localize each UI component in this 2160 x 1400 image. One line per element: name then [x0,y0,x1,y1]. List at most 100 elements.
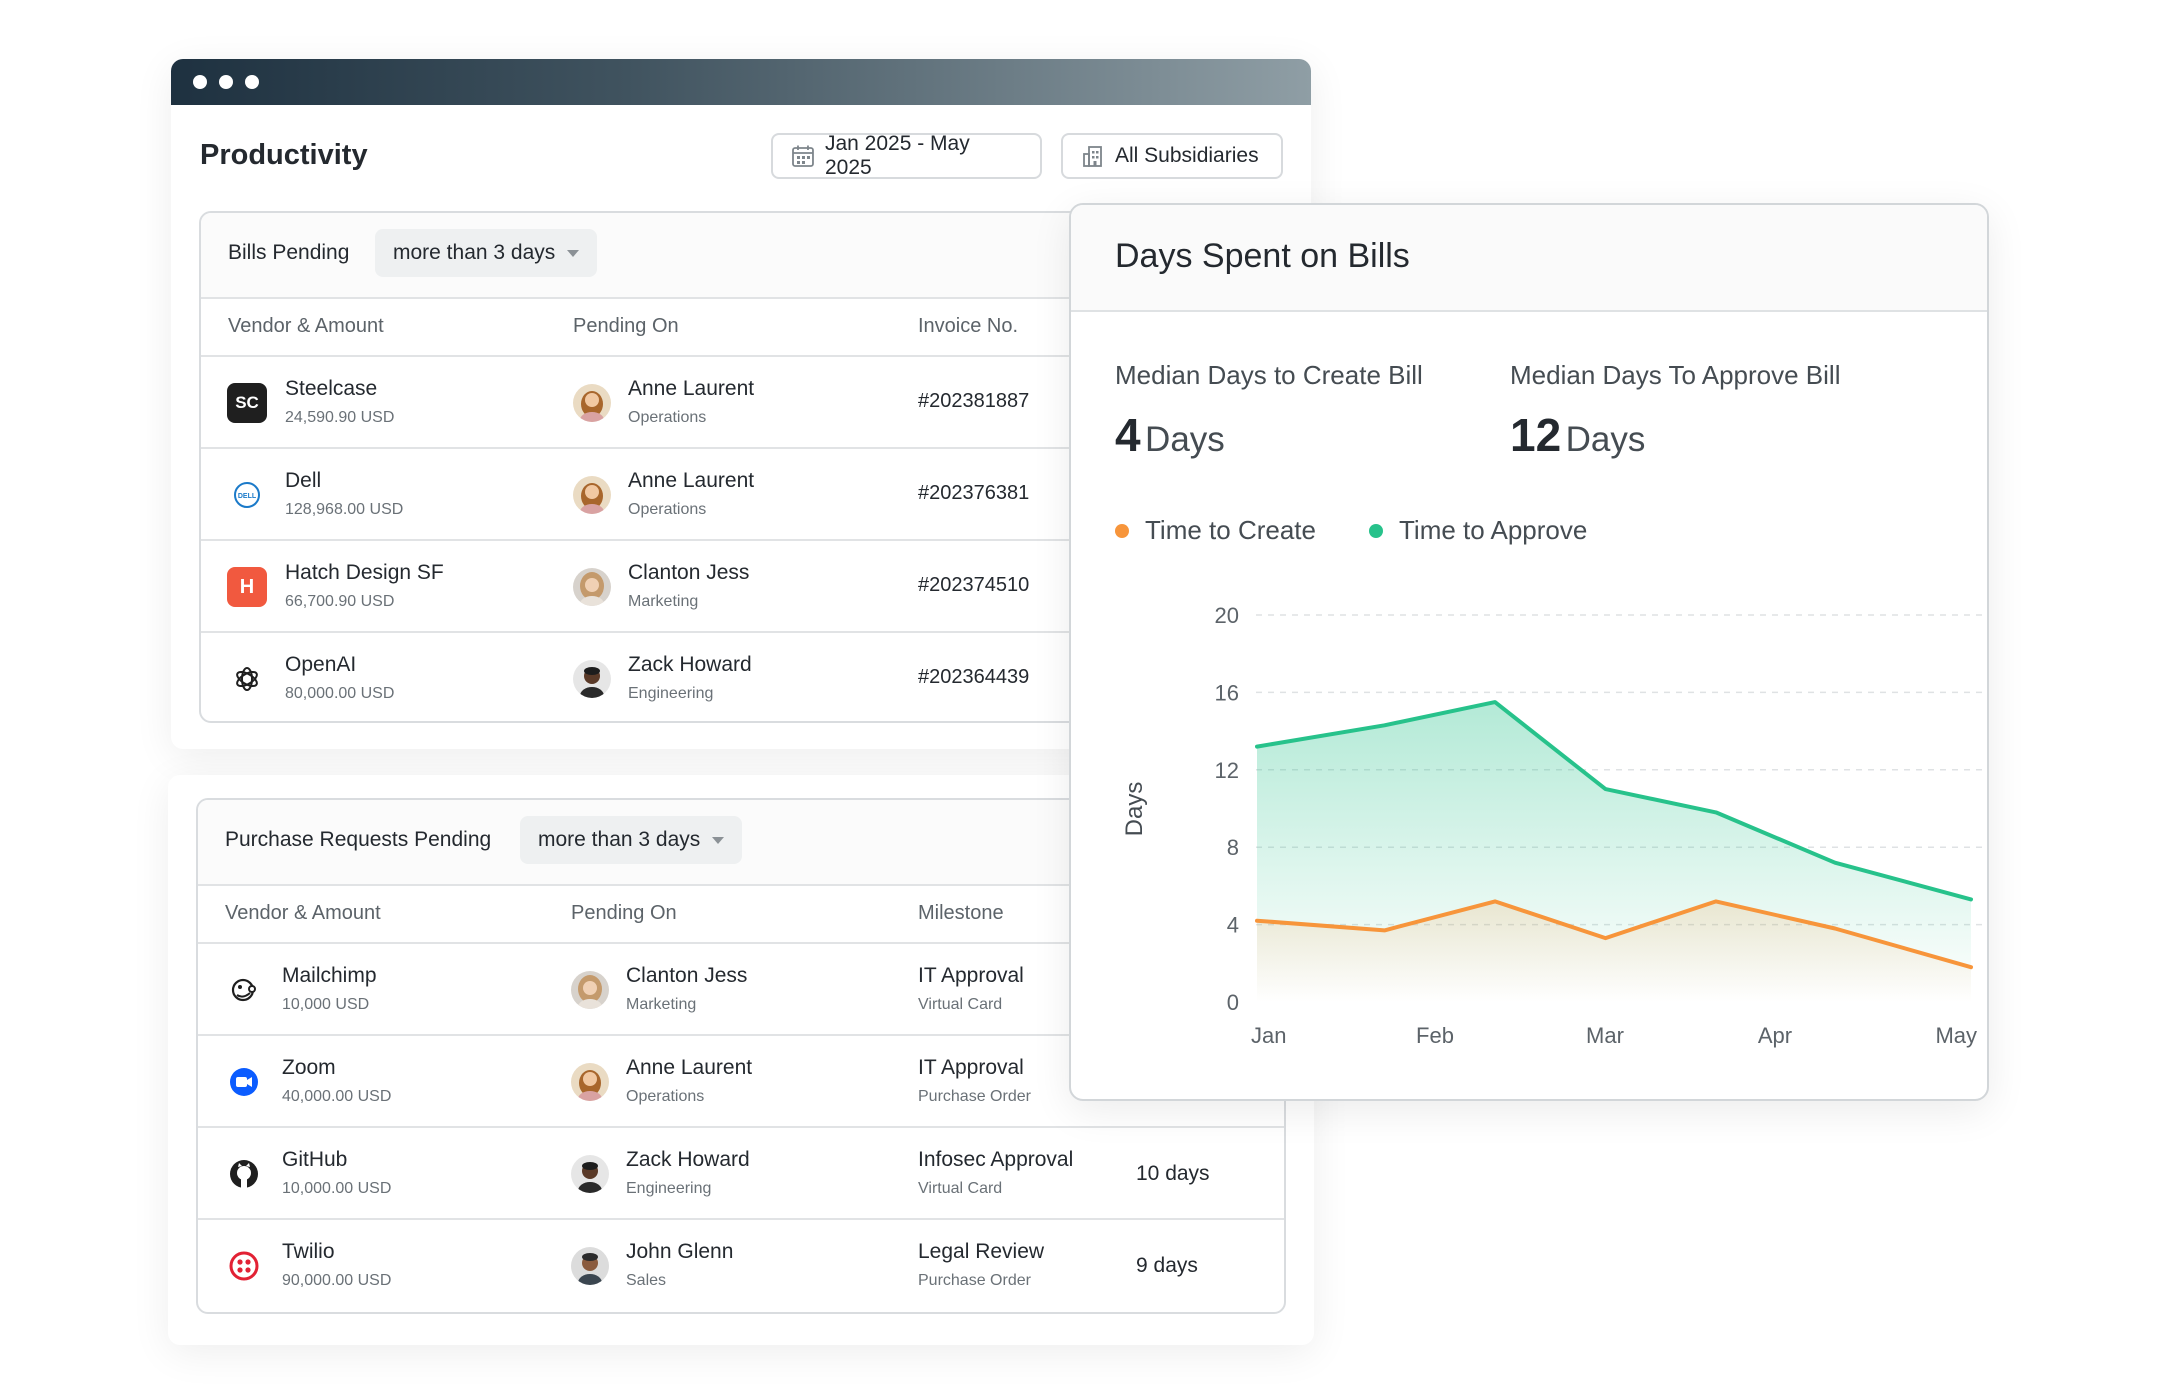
avatar [573,660,611,698]
person-department: Operations [628,501,707,518]
bills-filter-label: more than 3 days [393,241,556,264]
milestone-method: Virtual Card [918,996,1003,1013]
github-logo-icon [224,1154,264,1194]
vendor-amount: 80,000.00 USD [285,685,395,702]
person-name: Anne Laurent [628,469,755,492]
invoice-number: #202381887 [918,390,1030,412]
series-line-approve [1255,700,1973,902]
avatar [571,1063,609,1101]
person-name: John Glenn [626,1240,734,1263]
steelcase-logo-icon: SC [227,383,267,423]
table-row[interactable]: Twilio 90,000.00 USD John Glenn Sales Le… [198,1218,1284,1312]
vendor-amount: 40,000.00 USD [282,1088,392,1105]
milestone-method: Purchase Order [918,1272,1031,1289]
x-tick-label: Apr [1758,1023,1792,1048]
series-line-create [1255,899,1973,970]
page-title: Productivity [200,139,368,171]
vendor-name: GitHub [282,1148,348,1171]
y-tick-label: 16 [1215,680,1239,705]
person-department: Marketing [626,996,697,1013]
purchase-filter-label: more than 3 days [538,828,701,851]
x-tick-label: Feb [1416,1023,1454,1048]
vendor-name: OpenAI [285,653,357,676]
calendar-icon [792,145,814,167]
legend-time-to-create[interactable]: Time to Create [1115,515,1316,546]
vendor-name: Dell [285,469,322,492]
col-milestone: Milestone [918,902,1004,924]
window-dot-minimize[interactable] [219,75,233,89]
table-row[interactable]: DELL Dell 128,968.00 USD Anne Laurent Op… [201,447,1287,541]
avatar [573,476,611,514]
milestone-name: IT Approval [918,1056,1024,1079]
subsidiary-label: All Subsidiaries [1115,144,1259,167]
days-spent-chart: 0 4 8 12 16 20 Jan Feb Mar Apr May Days [1121,603,1987,1048]
metric-create-value: 4 Days [1115,408,1225,462]
bills-pending-title: Bills Pending [228,241,350,264]
date-range-button[interactable]: Jan 2025 - May 2025 [771,132,1042,179]
avatar [571,1155,609,1193]
invoice-number: #202364439 [918,666,1030,688]
table-row[interactable]: OpenAI 80,000.00 USD Zack Howard Enginee… [201,631,1287,721]
y-tick-label: 8 [1227,835,1239,860]
person-name: Clanton Jess [628,561,750,584]
svg-text:DELL: DELL [238,493,257,500]
metric-approve-label: Median Days To Approve Bill [1510,360,1841,390]
person-name: Anne Laurent [626,1056,753,1079]
openai-logo-icon [227,659,267,699]
person-department: Engineering [628,685,714,702]
x-tick-label: May [1935,1023,1977,1048]
x-tick-label: Mar [1586,1023,1624,1048]
vendor-amount: 90,000.00 USD [282,1272,392,1289]
y-tick-label: 4 [1227,913,1239,938]
table-row[interactable]: SC Steelcase 24,590.90 USD Anne Laurent … [201,355,1287,449]
avatar [571,971,609,1009]
hatch-logo-icon: H [227,567,267,607]
legend-dot-create [1115,523,1129,538]
y-tick-label: 20 [1215,603,1239,628]
milestone-method: Virtual Card [918,1180,1003,1197]
y-tick-label: 12 [1215,758,1239,783]
vendor-amount: 24,590.90 USD [285,409,395,426]
chevron-down-icon [712,836,725,844]
dell-logo-icon: DELL [227,475,267,515]
subsidiary-button[interactable]: All Subsidiaries [1061,133,1283,179]
zoom-logo-icon [224,1062,264,1102]
window-titlebar [171,59,1311,105]
mailchimp-logo-icon [224,970,264,1010]
purchase-filter-dropdown[interactable]: more than 3 days [520,816,743,864]
table-row[interactable]: Zoom 40,000.00 USD Anne Laurent Operatio… [198,1034,1284,1128]
legend-dot-approve [1369,523,1383,538]
table-row[interactable]: GitHub 10,000.00 USD Zack Howard Enginee… [198,1126,1284,1220]
vendor-name: Mailchimp [282,964,377,987]
vendor-amount: 66,700.90 USD [285,593,395,610]
metric-create-label: Median Days to Create Bill [1115,360,1423,390]
chevron-down-icon [567,249,580,257]
avatar [571,1247,609,1285]
window-dot-maximize[interactable] [245,75,259,89]
twilio-logo-icon [224,1246,264,1286]
table-row[interactable]: H Hatch Design SF 66,700.90 USD Clanton … [201,539,1287,633]
legend-label-approve: Time to Approve [1399,515,1588,545]
window-dot-close[interactable] [193,75,207,89]
col-pending-on: Pending On [571,902,677,924]
metric-approve-unit: Days [1565,420,1646,459]
col-vendor-amount: Vendor & Amount [228,315,384,337]
building-icon [1083,146,1102,167]
vendor-name: Hatch Design SF [285,561,444,584]
purchase-requests-title: Purchase Requests Pending [225,828,492,851]
col-vendor-amount: Vendor & Amount [225,902,381,924]
avatar [573,384,611,422]
vendor-amount: 10,000 USD [282,996,370,1013]
person-department: Engineering [626,1180,712,1197]
legend-time-to-approve[interactable]: Time to Approve [1369,515,1587,546]
bills-filter-dropdown[interactable]: more than 3 days [375,229,598,277]
table-row[interactable]: Mailchimp 10,000 USD Clanton Jess Market… [198,942,1284,1036]
avatar [573,568,611,606]
milestone-name: IT Approval [918,964,1024,987]
person-department: Operations [626,1088,705,1105]
panel-header: Days Spent on Bills [1071,205,1987,312]
vendor-name: Twilio [282,1240,335,1263]
legend-label-create: Time to Create [1145,515,1316,545]
metric-approve-number: 12 [1510,409,1562,461]
x-tick-label: Jan [1251,1023,1286,1048]
